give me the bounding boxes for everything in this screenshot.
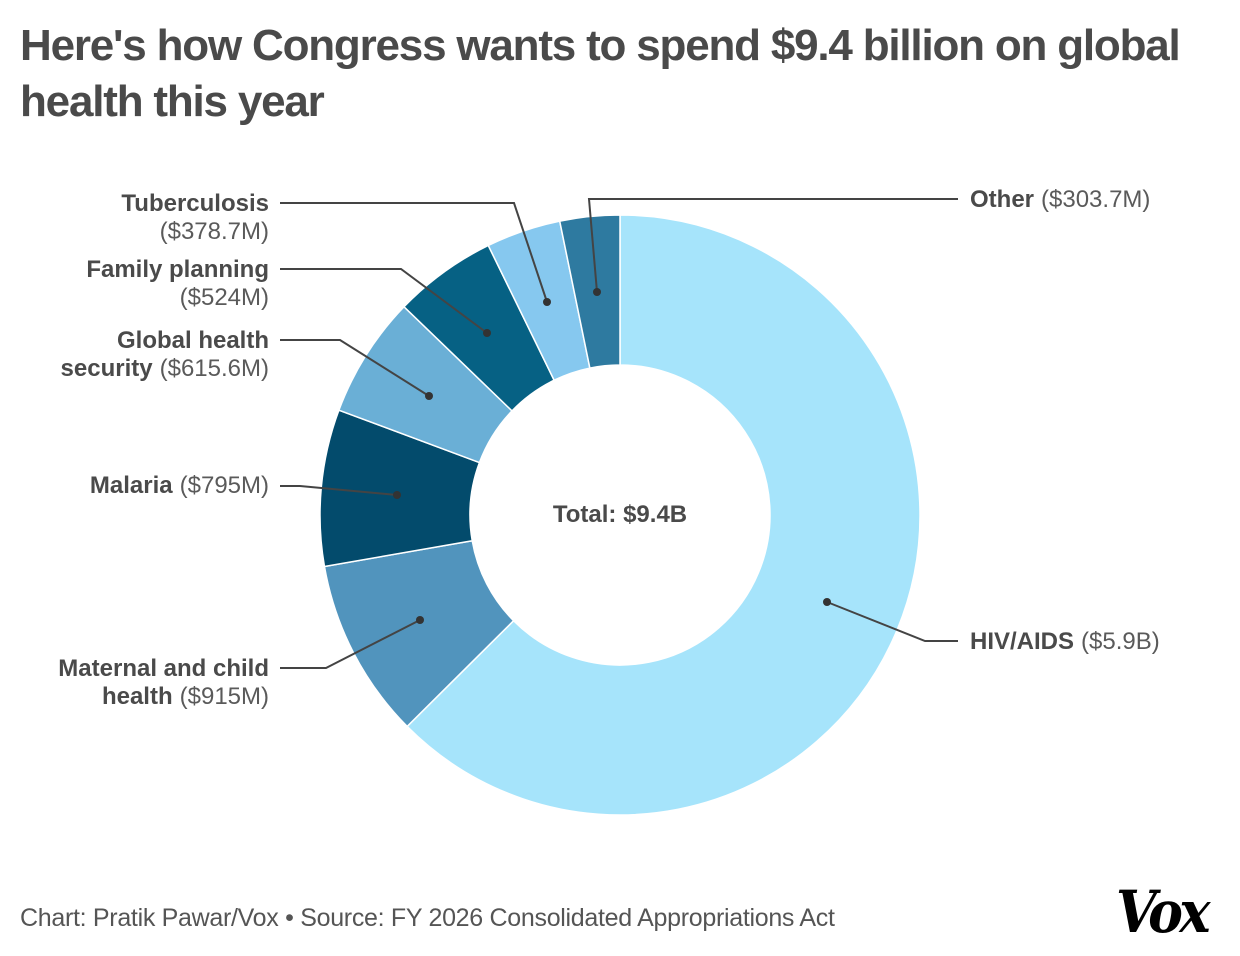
label-hiv-value: ($5.9B) bbox=[1081, 628, 1160, 655]
leader-line-maternal-and-child-health bbox=[280, 619, 421, 669]
label-family-planning-value: ($524M) bbox=[180, 284, 269, 311]
label-hiv-aids: HIV/AIDS ($5.9B) bbox=[970, 628, 1160, 655]
leader-dot-tuberculosis bbox=[543, 298, 551, 306]
label-ghs-value: ($615.6M) bbox=[160, 355, 269, 382]
label-malaria-name: Malaria bbox=[90, 472, 173, 499]
label-mch-name-line1: Maternal and child bbox=[58, 655, 269, 682]
label-malaria-text: Malaria ($795M) bbox=[90, 472, 269, 499]
label-malaria-value: ($795M) bbox=[180, 472, 269, 499]
label-tuberculosis-value: ($378.7M) bbox=[160, 218, 269, 245]
leader-dot-global-health-security bbox=[425, 392, 433, 400]
label-mch-name-line2: health bbox=[102, 683, 173, 710]
leader-line-other bbox=[587, 198, 958, 293]
leader-dot-family-planning bbox=[483, 329, 491, 337]
label-hiv-name: HIV/AIDS bbox=[970, 628, 1074, 655]
label-maternal-child-health: Maternal and child health ($915M) bbox=[58, 655, 269, 710]
label-family-planning: Family planning ($524M) bbox=[86, 256, 269, 311]
label-tuberculosis-name: Tuberculosis bbox=[121, 190, 269, 217]
chart-title: Here's how Congress wants to spend $9.4 … bbox=[20, 21, 1181, 126]
leader-line-malaria bbox=[280, 485, 398, 496]
leader-line-tuberculosis bbox=[280, 202, 548, 303]
slice-other bbox=[558, 214, 621, 369]
label-mch-line2: health ($915M) bbox=[102, 683, 269, 710]
leader-dot-maternal-and-child-health bbox=[416, 616, 424, 624]
label-hiv-text: HIV/AIDS ($5.9B) bbox=[970, 628, 1160, 655]
center-total-label: Total: $9.4B bbox=[553, 501, 687, 528]
leader-dot-other bbox=[593, 288, 601, 296]
label-tuberculosis: Tuberculosis ($378.7M) bbox=[121, 190, 269, 245]
leader-dot-malaria bbox=[393, 491, 401, 499]
leader-lines bbox=[280, 198, 958, 669]
leader-line-family-planning bbox=[280, 268, 488, 334]
label-malaria: Malaria ($795M) bbox=[90, 472, 269, 499]
label-mch-value: ($915M) bbox=[180, 683, 269, 710]
label-other: Other ($303.7M) bbox=[970, 186, 1150, 213]
label-ghs-name-line2: security bbox=[61, 355, 154, 382]
leader-dot-hiv-aids bbox=[823, 598, 831, 606]
label-other-name: Other bbox=[970, 186, 1034, 213]
vox-logo: Vox bbox=[1116, 878, 1210, 946]
label-other-value: ($303.7M) bbox=[1041, 186, 1150, 213]
label-global-health-security: Global health security ($615.6M) bbox=[61, 327, 269, 382]
slice-hiv-aids bbox=[406, 214, 921, 816]
leader-line-hiv-aids bbox=[826, 601, 958, 642]
leader-line-global-health-security bbox=[280, 339, 430, 397]
label-ghs-name-line1: Global health bbox=[117, 327, 269, 354]
label-family-planning-name: Family planning bbox=[86, 256, 269, 283]
donut-slices bbox=[319, 214, 921, 816]
label-other-text: Other ($303.7M) bbox=[970, 186, 1150, 213]
label-ghs-line2: security ($615.6M) bbox=[61, 355, 269, 382]
footer-credit: Chart: Pratik Pawar/Vox • Source: FY 202… bbox=[20, 904, 835, 932]
